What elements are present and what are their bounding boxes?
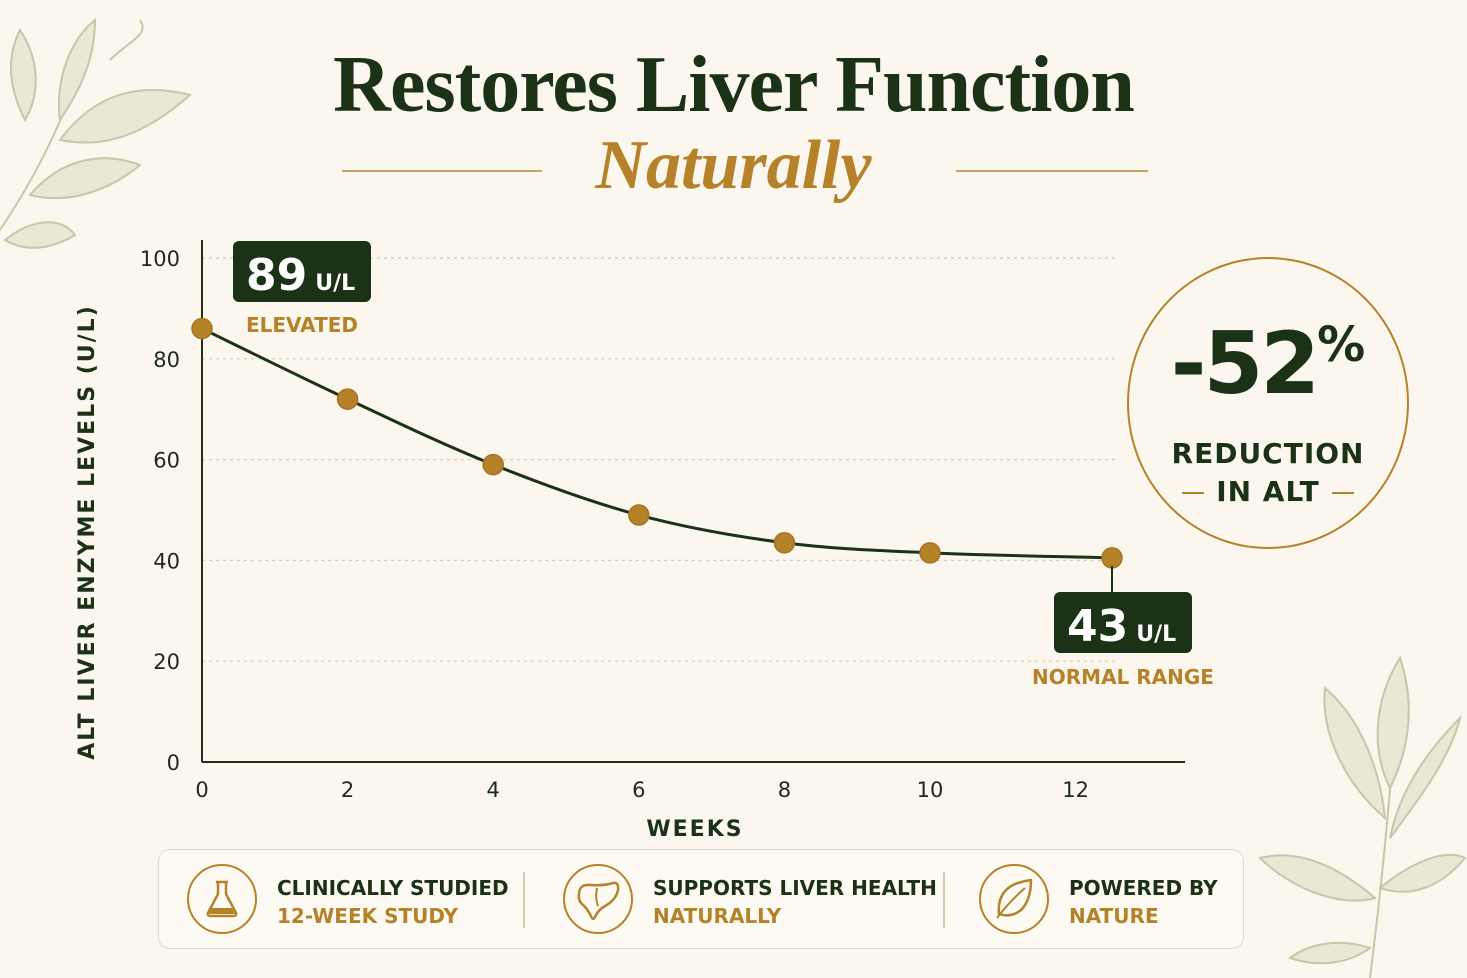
data-point-0 [191, 317, 213, 340]
end-callout-box [1054, 592, 1192, 653]
liver-icon [563, 864, 633, 934]
start-callout: 89 U/L ELEVATED [233, 241, 371, 337]
feature-divider-1 [523, 872, 525, 928]
page-subtitle: Naturally [595, 127, 872, 204]
y-tick-0: 0 [167, 751, 180, 775]
feature-3-title: POWERED BY [1069, 876, 1218, 900]
end-callout-number: 43 [1067, 601, 1128, 652]
y-tick-labels: 0 20 40 60 80 100 [140, 247, 180, 775]
x-axis-title: WEEKS [646, 817, 743, 842]
feature-3-subtitle: NATURE [1069, 904, 1159, 928]
start-callout-box [233, 241, 371, 302]
page-title: Restores Liver Function [333, 41, 1135, 129]
title-rule-right [956, 170, 1148, 172]
data-points [191, 317, 1123, 569]
badge-dash-left [1182, 492, 1205, 494]
feature-divider-2 [943, 872, 945, 928]
x-tick-0: 0 [195, 778, 208, 802]
start-callout-unit: U/L [315, 271, 355, 296]
x-tick-8: 8 [778, 778, 791, 802]
feature-2-subtitle: NATURALLY [653, 904, 782, 928]
badge-number: -52 [1170, 314, 1320, 414]
data-point-3 [628, 504, 650, 526]
y-axis-title: ALT LIVER ENZYME LEVELS (U/L) [75, 304, 100, 759]
badge-value: -52% [1129, 321, 1407, 407]
end-callout: 43 U/L NORMAL RANGE [1032, 566, 1214, 689]
badge-line1: REDUCTION [1171, 437, 1365, 470]
chart-grid [202, 257, 1115, 662]
end-callout-value: 43 U/L [1067, 601, 1176, 652]
y-tick-40: 40 [153, 549, 180, 573]
y-tick-80: 80 [153, 348, 180, 372]
start-callout-number: 89 [246, 250, 307, 301]
feature-1-title: CLINICALLY STUDIED [277, 876, 509, 900]
data-point-1 [336, 388, 359, 410]
title-rule-left [342, 170, 542, 172]
badge-line2-text: IN ALT [1216, 475, 1320, 508]
end-callout-status: NORMAL RANGE [1032, 665, 1214, 689]
badge-percent: % [1317, 317, 1366, 373]
y-tick-100: 100 [140, 247, 180, 271]
x-tick-10: 10 [917, 778, 944, 802]
badge-line2: IN ALT [1129, 475, 1407, 508]
features-strip: CLINICALLY STUDIED 12-WEEK STUDY SUPPORT… [158, 849, 1244, 949]
data-point-4 [773, 532, 796, 554]
x-tick-12: 12 [1062, 778, 1089, 802]
x-tick-2: 2 [341, 778, 354, 802]
data-point-6 [1101, 547, 1123, 569]
badge-dash-right [1331, 492, 1354, 494]
x-tick-4: 4 [487, 778, 500, 802]
reduction-badge: -52% REDUCTION IN ALT [1127, 257, 1409, 549]
leaf-icon [979, 864, 1049, 934]
x-tick-labels: 0 2 4 6 8 10 12 [195, 778, 1089, 802]
start-callout-status: ELEVATED [246, 313, 358, 337]
feature-2-title: SUPPORTS LIVER HEALTH [653, 876, 937, 900]
feature-1-subtitle: 12-WEEK STUDY [277, 904, 458, 928]
end-callout-unit: U/L [1136, 622, 1176, 647]
y-tick-20: 20 [153, 650, 180, 674]
data-point-2 [482, 453, 504, 476]
flask-icon [187, 864, 257, 934]
start-callout-value: 89 U/L [246, 250, 355, 301]
series-line [201, 327, 1113, 560]
y-tick-60: 60 [153, 449, 180, 473]
data-point-5 [919, 542, 941, 564]
x-tick-6: 6 [632, 778, 645, 802]
